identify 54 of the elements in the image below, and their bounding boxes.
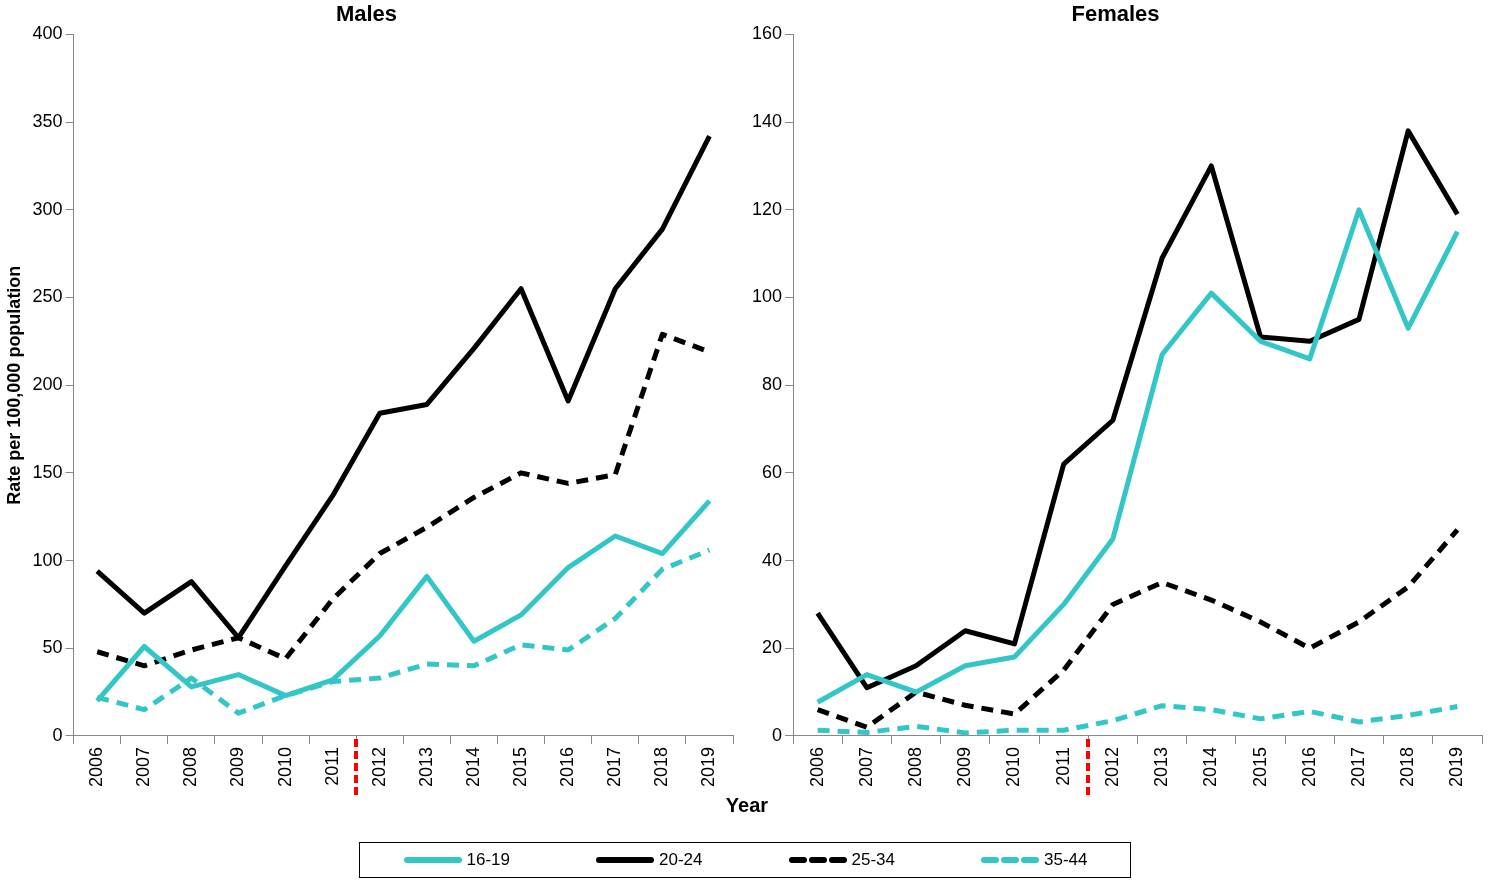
y-tick-label: 80: [762, 374, 783, 395]
y-tick-label: 0: [772, 724, 783, 745]
x-tick-label: 2017: [1347, 746, 1368, 787]
y-tick-label: 140: [751, 111, 783, 132]
x-tick-label: 2013: [1151, 746, 1172, 787]
x-tick-label: 2014: [1200, 746, 1221, 787]
x-tick-label: 2010: [1003, 746, 1024, 787]
x-tick-label: 2008: [905, 746, 926, 787]
y-tick-label: 250: [32, 286, 63, 307]
legend-label: 35-44: [1044, 850, 1088, 870]
x-tick-label: 2015: [1249, 746, 1270, 787]
x-tick-label: 2018: [651, 746, 672, 787]
x-tick-label: 2007: [133, 746, 154, 787]
x-tick-label: 2013: [415, 746, 436, 787]
y-tick-label: 120: [751, 198, 783, 219]
legend-label: 16-19: [466, 850, 510, 870]
x-tick-label: 2009: [227, 746, 248, 787]
x-tick-label: 2009: [954, 746, 975, 787]
y-tick-label: 50: [42, 637, 63, 658]
x-tick-label: 2010: [274, 746, 295, 787]
x-axis-title: Year: [724, 794, 770, 817]
y-tick-label: 300: [32, 198, 63, 219]
x-tick-label: 2018: [1397, 746, 1418, 787]
y-tick-label: 160: [751, 23, 783, 44]
x-tick-label: 2012: [1101, 746, 1122, 787]
y-tick-label: 350: [32, 111, 63, 132]
x-tick-label: 2011: [321, 746, 342, 786]
y-tick-label: 20: [762, 637, 783, 658]
x-tick-label: 2019: [698, 746, 719, 787]
y-axis-title: Rate per 100,000 population: [3, 265, 24, 505]
x-tick-label: 2006: [806, 746, 827, 787]
x-tick-label: 2014: [462, 746, 483, 787]
x-tick-label: 2017: [604, 746, 625, 787]
y-tick-label: 100: [32, 549, 63, 570]
x-tick-label: 2015: [510, 746, 531, 787]
x-tick-label: 2019: [1446, 746, 1467, 787]
y-tick-label: 40: [762, 549, 783, 570]
x-tick-label: 2008: [180, 746, 201, 787]
y-tick-label: 150: [32, 461, 63, 482]
y-tick-label: 60: [762, 461, 783, 482]
legend-label: 25-34: [851, 850, 895, 870]
chart-title: Males: [335, 1, 398, 27]
x-tick-label: 2007: [855, 746, 876, 787]
y-tick-label: 200: [32, 374, 63, 395]
y-tick-label: 400: [32, 23, 63, 44]
x-tick-label: 2016: [557, 746, 578, 787]
x-tick-label: 2006: [86, 746, 107, 787]
legend-label: 20-24: [659, 850, 703, 870]
x-tick-label: 2012: [368, 746, 389, 787]
y-tick-label: 0: [52, 724, 63, 745]
y-tick-label: 100: [751, 286, 783, 307]
chart-title: Females: [1071, 1, 1160, 27]
x-tick-label: 2016: [1298, 746, 1319, 787]
x-tick-label: 2011: [1052, 746, 1073, 786]
